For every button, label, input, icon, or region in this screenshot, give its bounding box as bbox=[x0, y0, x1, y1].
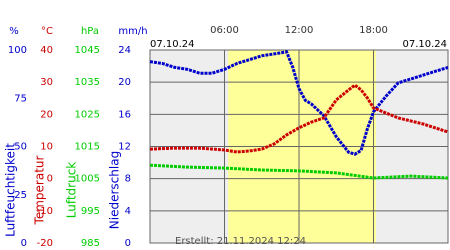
y-tick-label: 12 bbox=[118, 142, 131, 153]
y-tick-label: 20 bbox=[118, 77, 131, 88]
y-tick-label: 4 bbox=[125, 206, 131, 217]
y-tick-label: 1025 bbox=[75, 109, 100, 120]
y-tick-label: 1045 bbox=[75, 45, 100, 56]
y-tick-label: 30 bbox=[40, 77, 53, 88]
y-tick-label: 0 bbox=[47, 174, 53, 185]
axis-unit: % bbox=[9, 26, 19, 37]
y-tick-label: 24 bbox=[118, 45, 131, 56]
y-tick-label: 0 bbox=[125, 238, 131, 249]
y-tick-label: 50 bbox=[14, 142, 27, 153]
y-tick-label: 995 bbox=[81, 206, 100, 217]
axis-title: Niederschlag bbox=[108, 151, 122, 229]
y-tick-label: 20 bbox=[40, 109, 53, 120]
y-tick-label: 1035 bbox=[75, 77, 100, 88]
x-tick-label: 06:00 bbox=[210, 25, 239, 36]
y-tick-label: 10 bbox=[40, 142, 53, 153]
y-tick-label: 40 bbox=[40, 45, 53, 56]
series-line bbox=[149, 50, 449, 156]
y-tick-label: -20 bbox=[37, 238, 53, 249]
y-tick-label: 25 bbox=[14, 190, 27, 201]
y-tick-label: 985 bbox=[81, 238, 100, 249]
y-tick-label: 8 bbox=[125, 174, 131, 185]
right-date: 07.10.24 bbox=[402, 39, 447, 50]
x-tick-label: 12:00 bbox=[285, 25, 314, 36]
axis-unit: °C bbox=[41, 26, 53, 37]
y-tick-label: 0 bbox=[21, 238, 27, 249]
y-tick-label: -10 bbox=[37, 206, 53, 217]
y-tick-label: 100 bbox=[8, 45, 27, 56]
y-tick-label: 16 bbox=[118, 109, 131, 120]
axis-title: Luftdruck bbox=[65, 162, 79, 219]
y-tick-label: 1015 bbox=[75, 142, 100, 153]
axis-title: Luftfeuchtigkeit bbox=[4, 143, 18, 237]
x-tick-label: 18:00 bbox=[359, 25, 388, 36]
axis-title: Temperatur bbox=[33, 155, 47, 225]
axis-unit: mm/h bbox=[118, 26, 147, 37]
footer: Erstellt: 21.11.2024 12:24 bbox=[175, 236, 306, 247]
left-date: 07.10.24 bbox=[150, 39, 195, 50]
series-line bbox=[149, 163, 449, 180]
series-line bbox=[149, 83, 449, 154]
plot-border bbox=[149, 49, 449, 244]
y-tick-label: 1005 bbox=[75, 174, 100, 185]
axis-unit: hPa bbox=[81, 26, 99, 37]
y-tick-label: 75 bbox=[14, 93, 27, 104]
